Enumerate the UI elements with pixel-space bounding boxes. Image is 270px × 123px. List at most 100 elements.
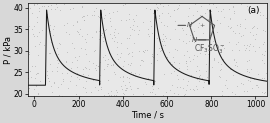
- Point: [220, 58, 225, 60]
- Point: [80, 35, 85, 37]
- Point: [194, 85, 198, 87]
- Point: [45, 77, 50, 79]
- Point: [201, 32, 205, 34]
- Point: [82, 19, 87, 21]
- Point: [187, 56, 191, 58]
- Point: [235, 66, 239, 68]
- Point: [32, 4, 36, 6]
- Point: [252, 38, 257, 40]
- Point: [197, 22, 201, 24]
- Point: [117, 76, 122, 78]
- Point: [192, 54, 196, 56]
- Point: [239, 82, 243, 84]
- Point: [112, 31, 116, 33]
- Point: [261, 43, 265, 45]
- Point: [83, 87, 87, 89]
- Point: [48, 24, 52, 26]
- Point: [55, 60, 59, 62]
- Point: [51, 34, 55, 36]
- Point: [215, 19, 219, 21]
- Point: [57, 42, 61, 44]
- Point: [212, 57, 216, 59]
- Point: [185, 68, 189, 70]
- Point: [40, 6, 44, 8]
- Point: [203, 63, 208, 65]
- Point: [103, 54, 107, 56]
- Point: [140, 59, 144, 61]
- Point: [248, 77, 252, 79]
- Point: [77, 55, 81, 57]
- Point: [245, 90, 249, 92]
- Point: [245, 68, 249, 70]
- Point: [134, 87, 139, 89]
- Point: [70, 42, 74, 44]
- Point: [75, 30, 79, 32]
- Point: [195, 26, 200, 28]
- Point: [237, 95, 241, 97]
- Point: [131, 20, 136, 22]
- Point: [74, 84, 78, 86]
- Point: [194, 70, 198, 72]
- Point: [80, 6, 84, 8]
- Point: [127, 13, 131, 15]
- Point: [121, 75, 125, 77]
- Point: [35, 16, 39, 18]
- Point: [222, 16, 226, 18]
- Point: [69, 75, 73, 77]
- Point: [75, 59, 80, 61]
- Point: [46, 5, 50, 7]
- Point: [144, 83, 148, 85]
- Point: [262, 92, 266, 94]
- Point: [56, 53, 60, 55]
- Point: [35, 72, 39, 74]
- Point: [255, 73, 260, 75]
- Point: [69, 67, 73, 69]
- Point: [129, 71, 133, 73]
- Point: [94, 69, 98, 71]
- Point: [160, 5, 165, 7]
- Point: [173, 21, 177, 23]
- Point: [106, 63, 110, 65]
- Point: [131, 24, 135, 26]
- Point: [50, 91, 55, 93]
- Point: [247, 11, 251, 13]
- Point: [176, 93, 180, 95]
- Point: [26, 77, 31, 79]
- Point: [208, 34, 212, 36]
- Point: [123, 3, 127, 5]
- Point: [246, 59, 251, 61]
- Point: [102, 68, 107, 70]
- Point: [248, 68, 253, 70]
- Point: [93, 67, 97, 69]
- Point: [195, 88, 199, 90]
- Point: [177, 38, 181, 40]
- Point: [153, 11, 157, 13]
- Point: [141, 21, 145, 23]
- Point: [119, 52, 123, 54]
- Point: [122, 60, 127, 62]
- Point: [65, 51, 69, 53]
- Point: [160, 12, 164, 14]
- Point: [141, 50, 146, 52]
- Point: [157, 38, 162, 39]
- Point: [78, 28, 83, 30]
- Point: [92, 14, 96, 15]
- Point: [100, 32, 104, 34]
- Point: [221, 8, 225, 10]
- Point: [143, 81, 147, 83]
- Point: [252, 78, 256, 80]
- Point: [166, 4, 170, 6]
- Point: [191, 15, 195, 16]
- Point: [98, 74, 102, 76]
- Point: [73, 93, 78, 95]
- Point: [161, 33, 166, 35]
- Text: (a): (a): [247, 6, 259, 15]
- Point: [247, 46, 251, 47]
- Point: [81, 86, 85, 88]
- Point: [124, 89, 128, 91]
- Point: [125, 87, 130, 89]
- Point: [34, 73, 38, 75]
- Point: [170, 95, 174, 97]
- Point: [151, 29, 156, 31]
- Point: [195, 10, 199, 12]
